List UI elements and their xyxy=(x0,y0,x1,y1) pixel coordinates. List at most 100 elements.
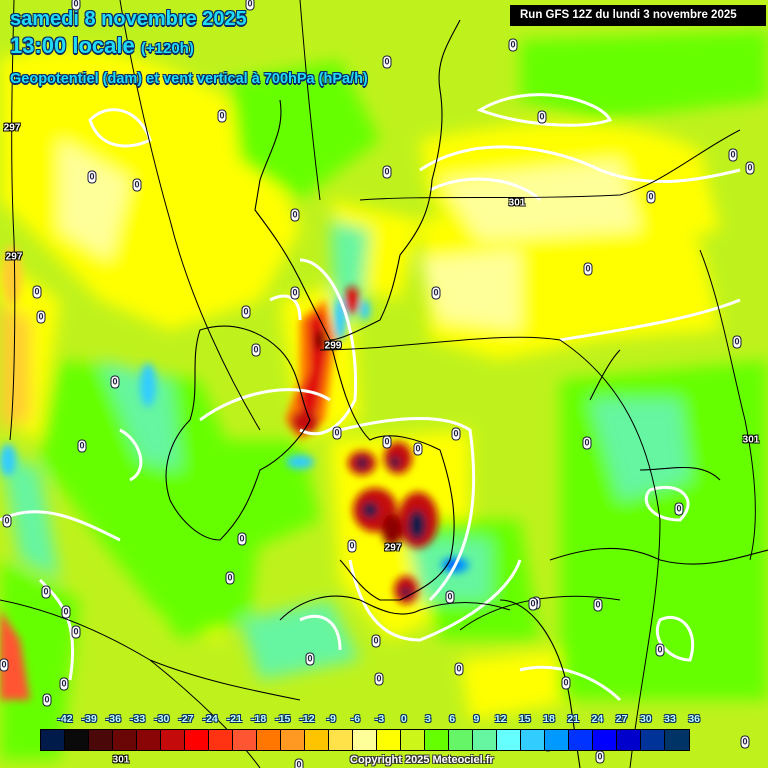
zero-contour-label: 0 xyxy=(251,343,261,357)
zero-contour-label: 0 xyxy=(451,427,461,441)
zero-contour-label: 0 xyxy=(241,305,251,319)
legend-swatch xyxy=(65,730,89,750)
zero-contour-label: 0 xyxy=(87,170,97,184)
zero-contour-label: 0 xyxy=(371,634,381,648)
legend-tick-label: -27 xyxy=(178,713,194,725)
zero-contour-label: 0 xyxy=(728,148,738,162)
zero-contour-label: 0 xyxy=(646,190,656,204)
legend-tick-label: -36 xyxy=(105,713,121,725)
legend-swatch xyxy=(281,730,305,750)
legend-swatch xyxy=(665,730,689,750)
legend-tick-label: 18 xyxy=(543,713,555,725)
legend-tick-label: -6 xyxy=(350,713,361,725)
legend-swatch xyxy=(137,730,161,750)
legend-tick-label: -39 xyxy=(81,713,97,725)
run-info-box: Run GFS 12Z du lundi 3 novembre 2025 xyxy=(510,5,766,26)
zero-contour-label: 0 xyxy=(582,436,592,450)
legend-swatch xyxy=(185,730,209,750)
legend-swatch xyxy=(305,730,329,750)
zero-contour-label: 0 xyxy=(674,502,684,516)
legend-swatch xyxy=(641,730,665,750)
legend-tick-label: 15 xyxy=(518,713,531,725)
legend-swatch xyxy=(521,730,545,750)
zero-contour-label: 0 xyxy=(561,676,571,690)
legend-tick-label: -15 xyxy=(275,713,291,725)
legend-tick-label: 24 xyxy=(591,713,604,725)
zero-contour-label: 0 xyxy=(655,643,665,657)
zero-contour-label: 0 xyxy=(595,750,605,764)
zero-contour-label: 0 xyxy=(593,598,603,612)
zero-contour-label: 0 xyxy=(294,758,304,768)
copyright: Copyright 2025 Meteociel.fr xyxy=(350,754,494,766)
legend-tick-label: -18 xyxy=(251,713,267,725)
legend-swatch xyxy=(329,730,353,750)
legend-swatch xyxy=(593,730,617,750)
zero-contour-label: 0 xyxy=(132,178,142,192)
local-time: 13:00 locale xyxy=(10,33,135,58)
forecast-time: 13:00 locale (+120h) xyxy=(10,33,194,59)
legend-tick-label: -42 xyxy=(57,713,73,725)
legend-tick-label: -21 xyxy=(226,713,242,725)
zero-contour-label: 0 xyxy=(42,693,52,707)
legend-swatch xyxy=(569,730,593,750)
zero-contour-label: 0 xyxy=(374,672,384,686)
legend-tick-label: 12 xyxy=(494,713,507,725)
legend-swatch xyxy=(377,730,401,750)
legend-swatch xyxy=(233,730,257,750)
legend-swatch xyxy=(449,730,473,750)
lead-time: (+120h) xyxy=(140,40,194,57)
zero-contour-label: 0 xyxy=(732,335,742,349)
legend-tick-label: -3 xyxy=(374,713,385,725)
zero-contour-label: 0 xyxy=(445,590,455,604)
zero-contour-label: 0 xyxy=(245,0,255,11)
legend-tick-label: -33 xyxy=(130,713,146,725)
legend-tick-label: 3 xyxy=(425,713,431,725)
legend-tick-label: -9 xyxy=(326,713,336,725)
legend-tick-label: 0 xyxy=(400,713,407,725)
legend-swatch xyxy=(497,730,521,750)
legend-tick-label: 33 xyxy=(664,713,676,725)
legend-swatch xyxy=(161,730,185,750)
zero-contour-label: 0 xyxy=(290,208,300,222)
legend-tick-label: 6 xyxy=(449,713,456,725)
zero-contour-label: 0 xyxy=(290,286,300,300)
zero-contour-label: 0 xyxy=(237,532,247,546)
legend-tick-label: -30 xyxy=(154,713,170,725)
legend-swatch xyxy=(257,730,281,750)
zero-contour-label: 0 xyxy=(59,677,69,691)
geopotential-label: 301 xyxy=(508,197,526,209)
zero-contour-label: 0 xyxy=(431,286,441,300)
legend-swatch xyxy=(89,730,113,750)
legend-swatch xyxy=(113,730,137,750)
legend-tick-label: 21 xyxy=(567,713,580,725)
zero-contour-label: 0 xyxy=(382,165,392,179)
zero-contour-label: 0 xyxy=(225,571,235,585)
zero-contour-label: 0 xyxy=(61,605,71,619)
legend-tick-label: 30 xyxy=(639,713,652,725)
legend-swatch xyxy=(209,730,233,750)
zero-contour-label: 0 xyxy=(745,161,755,175)
legend-swatch xyxy=(401,730,425,750)
legend-swatch xyxy=(353,730,377,750)
zero-contour-label: 0 xyxy=(32,285,42,299)
zero-contour-label: 0 xyxy=(332,426,342,440)
zero-contour-label: 0 xyxy=(305,652,315,666)
zero-contour-label: 0 xyxy=(110,375,120,389)
zero-contour-label: 0 xyxy=(528,597,538,611)
geopotential-label: 297 xyxy=(3,122,21,134)
zero-contour-label: 0 xyxy=(77,439,87,453)
legend-tick-label: -24 xyxy=(202,713,218,725)
zero-contour-label: 0 xyxy=(36,310,46,324)
zero-contour-label: 0 xyxy=(71,625,81,639)
legend-tick-label: 27 xyxy=(615,713,628,725)
zero-contour-label: 0 xyxy=(217,109,227,123)
zero-contour-label: 0 xyxy=(537,110,547,124)
geopotential-label: 301 xyxy=(112,754,130,766)
geopotential-label: 301 xyxy=(742,434,760,446)
zero-contour-label: 0 xyxy=(41,585,51,599)
zero-contour-label: 0 xyxy=(508,38,518,52)
zero-contour-label: 0 xyxy=(413,442,423,456)
geopotential-label: 299 xyxy=(324,340,342,352)
